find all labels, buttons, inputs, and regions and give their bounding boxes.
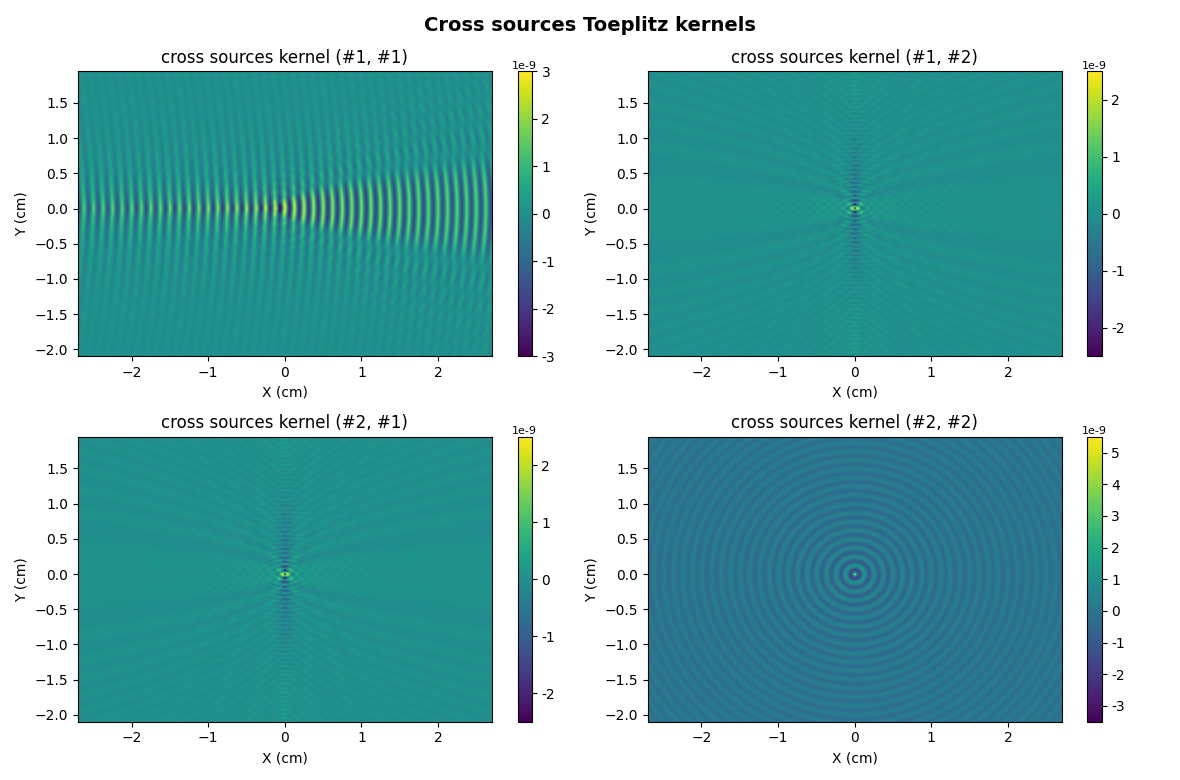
Title: 1e-9: 1e-9 [512, 426, 537, 436]
X-axis label: X (cm): X (cm) [262, 751, 308, 765]
Title: 1e-9: 1e-9 [1082, 61, 1107, 70]
Title: 1e-9: 1e-9 [1082, 426, 1107, 436]
Y-axis label: Y (cm): Y (cm) [15, 557, 30, 601]
X-axis label: X (cm): X (cm) [832, 751, 878, 765]
Y-axis label: Y (cm): Y (cm) [585, 557, 599, 601]
Title: 1e-9: 1e-9 [512, 61, 537, 70]
X-axis label: X (cm): X (cm) [832, 385, 878, 399]
Title: cross sources kernel (#1, #2): cross sources kernel (#1, #2) [732, 49, 978, 67]
Title: cross sources kernel (#2, #1): cross sources kernel (#2, #1) [162, 414, 408, 432]
X-axis label: X (cm): X (cm) [262, 385, 308, 399]
Text: Cross sources Toeplitz kernels: Cross sources Toeplitz kernels [424, 16, 756, 34]
Y-axis label: Y (cm): Y (cm) [585, 191, 599, 236]
Title: cross sources kernel (#2, #2): cross sources kernel (#2, #2) [732, 414, 978, 432]
Title: cross sources kernel (#1, #1): cross sources kernel (#1, #1) [162, 49, 408, 67]
Y-axis label: Y (cm): Y (cm) [15, 191, 30, 236]
